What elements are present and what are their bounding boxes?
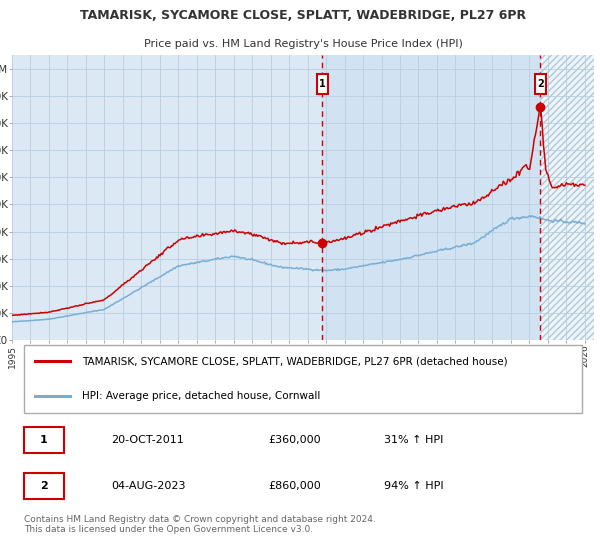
- FancyBboxPatch shape: [535, 74, 546, 95]
- Text: TAMARISK, SYCAMORE CLOSE, SPLATT, WADEBRIDGE, PL27 6PR: TAMARISK, SYCAMORE CLOSE, SPLATT, WADEBR…: [80, 9, 526, 22]
- Text: 31% ↑ HPI: 31% ↑ HPI: [385, 435, 444, 445]
- Text: 20-OCT-2011: 20-OCT-2011: [111, 435, 184, 445]
- Text: TAMARISK, SYCAMORE CLOSE, SPLATT, WADEBRIDGE, PL27 6PR (detached house): TAMARISK, SYCAMORE CLOSE, SPLATT, WADEBR…: [82, 356, 508, 366]
- Text: 2: 2: [40, 481, 48, 491]
- Text: 1: 1: [319, 79, 326, 89]
- FancyBboxPatch shape: [23, 473, 64, 500]
- Text: £860,000: £860,000: [268, 481, 321, 491]
- Text: Price paid vs. HM Land Registry's House Price Index (HPI): Price paid vs. HM Land Registry's House …: [143, 39, 463, 49]
- Bar: [541, 55, 594, 340]
- FancyBboxPatch shape: [317, 74, 328, 95]
- FancyBboxPatch shape: [23, 427, 64, 452]
- Text: 94% ↑ HPI: 94% ↑ HPI: [385, 481, 444, 491]
- Text: 04-AUG-2023: 04-AUG-2023: [111, 481, 185, 491]
- Bar: [541, 55, 594, 340]
- FancyBboxPatch shape: [23, 345, 583, 413]
- Text: £360,000: £360,000: [268, 435, 321, 445]
- Text: 2: 2: [537, 79, 544, 89]
- Text: Contains HM Land Registry data © Crown copyright and database right 2024.
This d: Contains HM Land Registry data © Crown c…: [23, 515, 376, 534]
- Text: 1: 1: [40, 435, 48, 445]
- Bar: [322, 55, 541, 340]
- Text: HPI: Average price, detached house, Cornwall: HPI: Average price, detached house, Corn…: [82, 391, 320, 401]
